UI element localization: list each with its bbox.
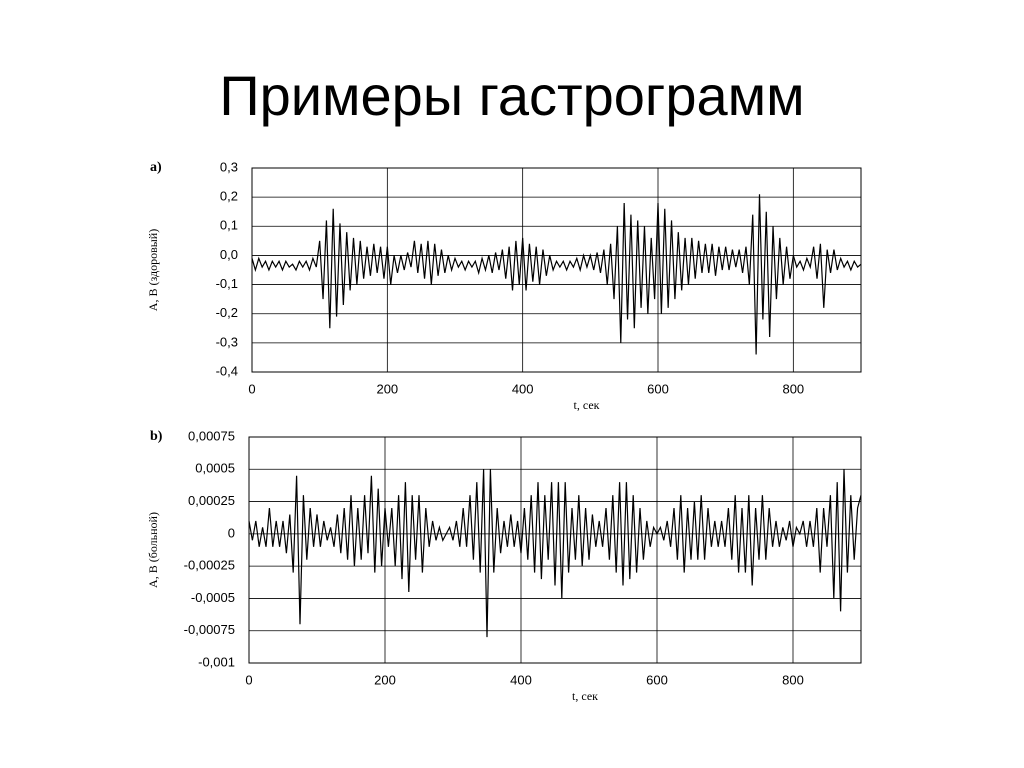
x-tick-label: 600 <box>647 381 669 396</box>
panel-label: a) <box>150 160 162 175</box>
x-tick-label: 600 <box>646 672 668 687</box>
y-tick-label: -0,0005 <box>191 590 235 605</box>
y-tick-label: 0,0 <box>220 247 238 262</box>
y-tick-label: -0,1 <box>216 276 238 291</box>
y-axis-label: А, В (больной) <box>146 512 160 588</box>
y-tick-label: 0,1 <box>220 218 238 233</box>
y-tick-label: -0,4 <box>216 363 238 378</box>
x-tick-label: 400 <box>510 672 532 687</box>
plot-area <box>251 167 862 373</box>
y-axis-label: А, В (здоровый) <box>146 229 160 311</box>
y-tick-label: -0,001 <box>198 654 235 669</box>
x-tick-label: 800 <box>782 672 804 687</box>
y-tick-label: 0,2 <box>220 189 238 204</box>
panel-label: b) <box>150 429 163 444</box>
y-tick-label: 0,00075 <box>188 428 235 443</box>
x-tick-label: 200 <box>376 381 398 396</box>
x-tick-label: 0 <box>248 381 255 396</box>
x-axis-label: t, сек <box>572 689 598 703</box>
y-tick-label: -0,00075 <box>184 622 235 637</box>
signal-line <box>251 194 862 355</box>
y-tick-label: 0 <box>228 525 235 540</box>
slide-title: Примеры гастрограмм <box>219 64 804 127</box>
x-tick-label: 800 <box>782 381 804 396</box>
signal-line <box>248 469 862 638</box>
y-tick-label: -0,00025 <box>184 558 235 573</box>
y-tick-label: -0,2 <box>216 305 238 320</box>
y-tick-label: 0,0005 <box>195 461 235 476</box>
y-tick-label: -0,3 <box>216 334 238 349</box>
x-tick-label: 400 <box>512 381 534 396</box>
x-tick-label: 0 <box>245 672 252 687</box>
y-tick-label: 0,00025 <box>188 493 235 508</box>
y-tick-label: 0,3 <box>220 159 238 174</box>
x-axis-label: t, сек <box>574 398 600 412</box>
x-tick-label: 200 <box>374 672 396 687</box>
